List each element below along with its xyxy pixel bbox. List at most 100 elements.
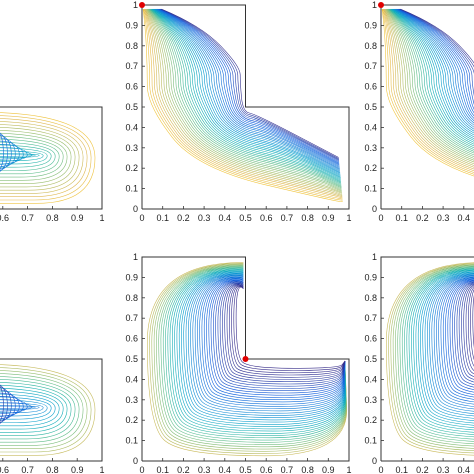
x-tick-label: 0.8 bbox=[301, 213, 314, 223]
contour-line bbox=[228, 285, 346, 376]
x-tick-label: 0.6 bbox=[260, 213, 273, 223]
contour-line bbox=[0, 141, 56, 171]
contour-line bbox=[387, 8, 474, 156]
contour-line bbox=[398, 8, 474, 110]
contour-line bbox=[0, 124, 80, 191]
panel-bottom-right: 0 0.1 0.2 0.3 0.4 0 0.1 0.2 0.3 0.4 0.5 0.6 0.7 0.8 0.… bbox=[364, 252, 474, 474]
contour-line bbox=[151, 8, 342, 182]
x-tick-label: 0.9 bbox=[322, 465, 335, 474]
y-tick-label: 0.7 bbox=[125, 61, 138, 71]
y-tick-label: 0.9 bbox=[125, 272, 138, 282]
contour-line bbox=[390, 8, 474, 147]
contour-line bbox=[224, 283, 346, 380]
contour-line bbox=[156, 264, 347, 448]
contour-line bbox=[390, 8, 474, 145]
y-tick-label: 0.4 bbox=[364, 122, 377, 132]
contour-line bbox=[203, 278, 346, 401]
y-tick-label: 0.1 bbox=[125, 184, 138, 194]
y-tick-label: 1 bbox=[133, 252, 138, 262]
contour-line bbox=[0, 130, 72, 184]
contour-line bbox=[161, 8, 339, 158]
contour-line bbox=[388, 263, 474, 454]
contour-line bbox=[149, 8, 342, 185]
contour-line bbox=[381, 9, 474, 177]
contour-line bbox=[158, 8, 340, 165]
x-tick-label: 0.2 bbox=[177, 213, 190, 223]
x-tick-label: 0.8 bbox=[46, 465, 59, 474]
y-tick-label: 0.1 bbox=[364, 436, 377, 446]
x-tick-label: 0.4 bbox=[219, 213, 232, 223]
contour-line bbox=[149, 8, 342, 186]
contour-line bbox=[451, 281, 474, 388]
contour-line bbox=[389, 8, 474, 149]
contour-line bbox=[440, 277, 474, 400]
x-tick-label: 0.9 bbox=[71, 465, 84, 474]
contour-line bbox=[222, 283, 346, 383]
contour-line bbox=[158, 8, 340, 166]
x-tick-label: 0.1 bbox=[395, 213, 408, 223]
contour-line bbox=[178, 271, 346, 425]
y-tick-label: 0.7 bbox=[125, 313, 138, 323]
contour-line bbox=[0, 399, 48, 417]
contour-line bbox=[445, 279, 474, 395]
contour-line bbox=[424, 273, 474, 417]
contour-line bbox=[398, 8, 474, 105]
contour-line bbox=[167, 268, 346, 436]
contour-line bbox=[442, 278, 474, 398]
contour-line bbox=[154, 8, 341, 174]
y-tick-label: 1 bbox=[133, 0, 138, 10]
contour-line bbox=[400, 8, 474, 68]
y-tick-label: 0.9 bbox=[125, 20, 138, 30]
contour-line bbox=[149, 262, 347, 454]
x-tick-label: 1 bbox=[99, 465, 104, 474]
panel-top-right: 0 0.1 0.2 0.3 0.4 0 0.1 0.2 0.3 0.4 0.5 0.6 0.7 0.8 0.… bbox=[364, 0, 474, 223]
contour-line bbox=[183, 272, 346, 421]
y-tick-label: 1 bbox=[372, 252, 377, 262]
contour-line bbox=[426, 274, 474, 414]
contour-line bbox=[0, 133, 4, 171]
contour-line bbox=[181, 272, 346, 423]
x-tick-label: 0.1 bbox=[156, 213, 169, 223]
contour-line bbox=[197, 276, 346, 407]
contour-line bbox=[0, 150, 32, 160]
y-tick-label: 0.2 bbox=[125, 163, 138, 173]
y-tick-label: 0.3 bbox=[364, 143, 377, 153]
contour-line bbox=[392, 264, 474, 449]
contour-line bbox=[467, 286, 474, 367]
contour-line bbox=[0, 389, 16, 422]
contour-line bbox=[156, 8, 340, 170]
contour-line bbox=[413, 270, 474, 428]
y-tick-label: 0.1 bbox=[125, 436, 138, 446]
contour-line bbox=[386, 8, 474, 159]
contour-line bbox=[176, 271, 346, 427]
y-tick-label: 0.4 bbox=[125, 374, 138, 384]
l-shape-frame bbox=[380, 256, 474, 462]
y-tick-label: 0.5 bbox=[125, 354, 138, 364]
x-tick-label: 0.7 bbox=[281, 213, 294, 223]
contour-line bbox=[0, 121, 84, 194]
contour-line bbox=[391, 8, 474, 139]
contour-line bbox=[397, 8, 474, 117]
x-tick-label: 0.9 bbox=[322, 213, 335, 223]
contour-line bbox=[0, 382, 72, 436]
x-tick-label: 0.6 bbox=[0, 465, 9, 474]
contour-line bbox=[0, 364, 96, 456]
panel-bottom-center: 0 0.1 0.2 0.3 0.4 0.5 0.6 0.7 0.8 0.9 1 0 0.1 0.2 0.3 0… bbox=[125, 252, 351, 474]
contour-line bbox=[404, 267, 474, 438]
contour-line bbox=[0, 112, 96, 204]
singular-point-marker bbox=[378, 2, 384, 8]
contour-line bbox=[201, 277, 346, 403]
y-tick-label: 0.2 bbox=[125, 415, 138, 425]
contour-line bbox=[385, 8, 474, 165]
contour-line bbox=[145, 8, 343, 195]
y-tick-label: 0.1 bbox=[364, 184, 377, 194]
x-tick-label: 0.5 bbox=[239, 465, 252, 474]
contour-line bbox=[422, 272, 474, 419]
contour-line bbox=[393, 8, 474, 134]
y-tick-label: 0.6 bbox=[364, 82, 377, 92]
contour-line bbox=[192, 275, 346, 412]
contour-line bbox=[152, 8, 341, 178]
contour-line bbox=[194, 276, 346, 410]
contour-line bbox=[0, 384, 8, 424]
x-tick-label: 0.5 bbox=[239, 213, 252, 223]
